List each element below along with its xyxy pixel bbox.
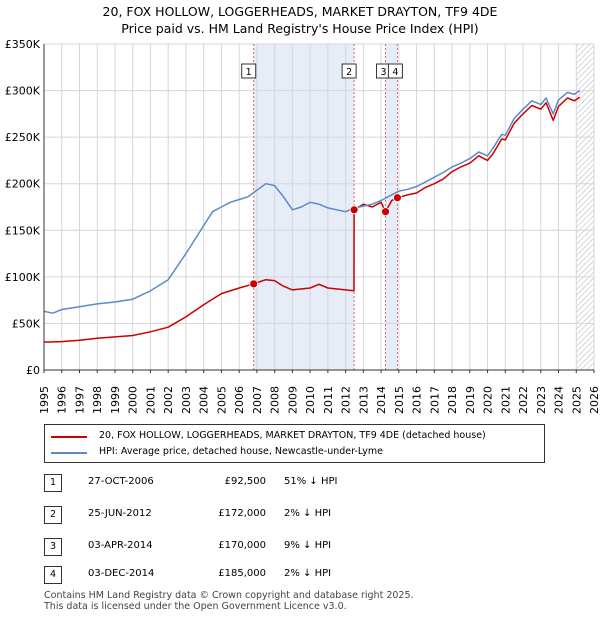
x-tick-label: 2017 [428, 386, 441, 414]
sale-price: £185,000 [218, 568, 266, 579]
sale-label-box [387, 63, 403, 79]
x-tick-label: 2025 [570, 386, 583, 414]
y-tick-label: £0 [26, 364, 40, 377]
sale-label-number: 4 [392, 67, 398, 78]
sale-price: £92,500 [224, 476, 266, 487]
x-tick-label: 2016 [411, 386, 424, 414]
footer-line-2: This data is licensed under the Open Gov… [44, 601, 347, 612]
sale-date: 27-OCT-2006 [88, 476, 154, 487]
footer-line-1: Contains HM Land Registry data © Crown c… [44, 590, 414, 601]
sale-row: 1 27-OCT-2006 £92,500 51% ↓ HPI [44, 474, 584, 492]
y-tick-label: £300K [5, 85, 41, 98]
x-tick-label: 2026 [588, 386, 600, 414]
x-tick-label: 2006 [233, 386, 246, 414]
x-tick-label: 2021 [499, 386, 512, 414]
x-tick-label: 2011 [322, 386, 335, 414]
sale-date: 03-APR-2014 [88, 540, 153, 551]
chart-subtitle: Price paid vs. HM Land Registry's House … [121, 21, 479, 36]
shaded-period [253, 44, 355, 370]
y-tick-label: £350K [5, 38, 41, 51]
x-tick-label: 1999 [109, 386, 122, 414]
x-tick-label: 2013 [357, 386, 370, 414]
sale-row: 4 03-DEC-2014 £185,000 2% ↓ HPI [44, 566, 584, 584]
sale-point [393, 193, 402, 203]
sale-date: 25-JUN-2012 [88, 508, 152, 519]
hpi-line [43, 89, 581, 314]
sale-point [349, 205, 359, 215]
x-tick-label: 2008 [269, 386, 282, 414]
x-tick-label: 2002 [162, 386, 175, 414]
legend-property-swatch [51, 436, 87, 438]
x-tick-label: 2009 [286, 386, 299, 414]
x-tick-label: 1998 [91, 386, 104, 414]
property-price-line [43, 96, 581, 343]
x-tick-label: 2004 [198, 386, 211, 414]
chart-legend: 20, FOX HOLLOW, LOGGERHEADS, MARKET DRAY… [44, 424, 545, 463]
sale-label-box [341, 63, 357, 79]
x-tick-label: 2000 [127, 386, 140, 414]
x-tick-label: 2024 [553, 386, 566, 414]
sale-badge: 3 [44, 538, 62, 556]
x-tick-label: 2005 [215, 386, 228, 414]
sale-hpi-diff: 2% ↓ HPI [284, 568, 332, 579]
x-tick-label: 2001 [144, 386, 157, 414]
sale-badge: 2 [44, 506, 62, 524]
x-tick-label: 1997 [73, 386, 86, 414]
x-tick-label: 1996 [56, 386, 69, 414]
legend-hpi-swatch [51, 452, 87, 454]
chart-title: 20, FOX HOLLOW, LOGGERHEADS, MARKET DRAY… [102, 4, 498, 19]
sale-date: 03-DEC-2014 [88, 568, 155, 579]
x-tick-label: 2023 [535, 386, 548, 414]
sale-badge: 4 [44, 566, 62, 584]
x-tick-label: 2019 [464, 386, 477, 414]
sale-price: £170,000 [218, 540, 266, 551]
y-tick-label: £50K [12, 317, 41, 330]
sale-point [249, 279, 259, 289]
y-tick-label: £150K [5, 224, 41, 237]
sale-badge: 1 [44, 474, 62, 492]
forecast-hatch [576, 44, 594, 370]
shaded-period [385, 44, 398, 370]
sale-row: 2 25-JUN-2012 £172,000 2% ↓ HPI [44, 506, 584, 524]
sale-price: £172,000 [218, 508, 266, 519]
sale-label-number: 2 [346, 67, 352, 78]
sale-row: 3 03-APR-2014 £170,000 9% ↓ HPI [44, 538, 584, 556]
x-tick-label: 2015 [393, 386, 406, 414]
sale-point [381, 207, 390, 217]
x-tick-label: 2018 [446, 386, 459, 414]
legend-property-label: 20, FOX HOLLOW, LOGGERHEADS, MARKET DRAY… [99, 430, 486, 441]
x-tick-label: 2014 [375, 386, 388, 414]
sale-label-number: 3 [381, 67, 387, 78]
x-tick-label: 2010 [304, 386, 317, 414]
legend-hpi-label: HPI: Average price, detached house, Newc… [99, 446, 383, 457]
y-tick-label: £100K [5, 271, 41, 284]
sale-hpi-diff: 9% ↓ HPI [284, 540, 332, 551]
sale-label-box [241, 63, 257, 79]
x-tick-label: 2022 [517, 386, 530, 414]
x-tick-label: 2007 [251, 386, 264, 414]
footer-attribution: Contains HM Land Registry data © Crown c… [44, 590, 414, 612]
sale-hpi-diff: 51% ↓ HPI [284, 476, 338, 487]
y-tick-label: £250K [5, 131, 41, 144]
sale-label-number: 1 [246, 67, 252, 78]
y-tick-label: £200K [5, 178, 41, 191]
x-tick-label: 1995 [38, 386, 51, 414]
x-tick-label: 2003 [180, 386, 193, 414]
sale-hpi-diff: 2% ↓ HPI [284, 508, 332, 519]
x-tick-label: 2020 [482, 386, 495, 414]
x-tick-label: 2012 [340, 386, 353, 414]
